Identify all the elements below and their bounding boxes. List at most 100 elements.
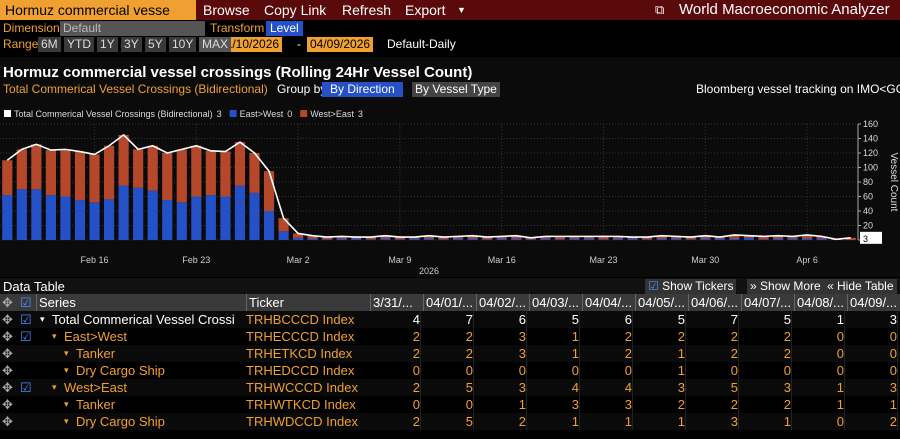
toolbar-button[interactable]: Browse xyxy=(203,2,250,18)
bar xyxy=(482,237,493,240)
column-header[interactable]: Ticker xyxy=(246,294,371,311)
column-header[interactable]: 04/03/... xyxy=(529,294,582,311)
cell-value: 4 xyxy=(529,379,580,396)
bar xyxy=(787,238,798,240)
column-header[interactable]: 04/02/... xyxy=(476,294,529,311)
column-header[interactable]: 04/07/... xyxy=(741,294,794,311)
bar xyxy=(583,236,595,239)
column-header[interactable]: 3/31/... xyxy=(370,294,423,311)
expand-arrow[interactable]: ▾ xyxy=(52,382,57,392)
line xyxy=(6,133,851,241)
cell-value: 1 xyxy=(529,345,580,362)
range-button[interactable]: 5Y xyxy=(145,37,166,52)
table-button[interactable]: » Show More xyxy=(747,279,824,294)
group-button[interactable]: By Direction xyxy=(322,82,403,97)
bar xyxy=(845,237,856,240)
range-button[interactable]: 1Y xyxy=(97,37,118,52)
start-date[interactable]: 01/10/2026 xyxy=(216,37,283,52)
column-header[interactable]: 04/09/... xyxy=(847,294,900,311)
bar xyxy=(176,202,187,240)
cell-value: 7 xyxy=(423,311,474,328)
column-header[interactable]: 04/05/... xyxy=(635,294,688,311)
table-button[interactable]: « Hide Table xyxy=(824,279,897,294)
bar xyxy=(409,238,420,240)
label: Transform xyxy=(210,21,265,35)
x-tick-label: Mar 30 xyxy=(691,255,719,265)
end-date[interactable]: 04/09/2026 xyxy=(307,37,374,52)
bar xyxy=(322,237,333,240)
bar xyxy=(74,151,86,201)
bar xyxy=(234,142,246,186)
column-header[interactable]: 04/04/... xyxy=(582,294,635,311)
y-tick-label: 160 xyxy=(863,119,878,129)
bar xyxy=(147,145,158,191)
cell-value: 1 xyxy=(582,413,633,430)
legend-label: East>West xyxy=(240,109,284,119)
bar xyxy=(482,239,493,240)
table-row: ✥ ☑ ▾ Total Commerical Vessel Crossi TRHBCCC… xyxy=(0,311,900,328)
bar xyxy=(380,235,391,239)
cell-value: 5 xyxy=(635,311,686,328)
x-axis-label: 2026 xyxy=(419,266,439,276)
table-button[interactable]: ☑ Show Tickers xyxy=(645,279,737,294)
bar xyxy=(133,149,144,188)
bar xyxy=(205,195,216,240)
bar xyxy=(2,195,13,240)
group-button[interactable]: By Vessel Type xyxy=(412,82,500,97)
legend-swatch xyxy=(300,110,308,117)
checkbox[interactable]: ☑ xyxy=(20,329,32,344)
range-button[interactable]: 3Y xyxy=(121,37,142,52)
table-row: ✥ ▾ Dry Cargo Ship TRHWDCCD Index 2 5 2 1 1 1 3 1 0 2 xyxy=(0,413,900,430)
bar xyxy=(540,236,551,239)
cell-value: 3 xyxy=(688,413,739,430)
range-button[interactable]: 10Y xyxy=(169,37,197,52)
expand-arrow[interactable]: ▾ xyxy=(52,331,57,341)
cell-value: 3 xyxy=(476,345,527,362)
bar xyxy=(118,134,129,186)
expand-arrow: ▾ xyxy=(64,348,69,358)
bar xyxy=(642,239,653,240)
bar xyxy=(380,238,391,240)
bar xyxy=(234,185,246,240)
select[interactable]: Default xyxy=(60,21,205,36)
cell-value: 0 xyxy=(476,362,527,379)
column-header[interactable]: 04/06/... xyxy=(688,294,741,311)
cell-value: 2 xyxy=(370,379,421,396)
bar xyxy=(263,171,275,211)
cell-value: 2 xyxy=(688,396,739,413)
bar xyxy=(685,239,696,240)
bar xyxy=(147,190,158,240)
legend-label: Total Commerical Vessel Crossings (Bidir… xyxy=(14,109,213,119)
expand-arrow[interactable]: ▾ xyxy=(40,314,45,324)
y-tick-label: 80 xyxy=(863,177,873,187)
column-header[interactable]: 04/01/... xyxy=(423,294,476,311)
cell-value: 1 xyxy=(635,345,686,362)
launch-icon[interactable]: ⧉ xyxy=(655,2,665,17)
bar xyxy=(511,238,522,240)
column-header[interactable]: Series xyxy=(36,294,244,311)
cell-value: 2 xyxy=(423,345,474,362)
table-row: ✥ ▾ Tanker TRHETKCD Index 2 2 3 1 2 1 2 2 0 0 xyxy=(0,345,900,362)
range-button[interactable]: MAX xyxy=(199,37,232,52)
ticker: TRHEDCCD Index xyxy=(246,363,355,378)
icon: ✥ xyxy=(2,414,13,429)
label: Hide Table xyxy=(837,279,894,293)
checkbox[interactable]: ☑ xyxy=(20,312,32,327)
bar xyxy=(729,234,740,239)
range-button[interactable]: YTD xyxy=(64,37,94,52)
panel-subtitle: Total Commerical Vessel Crossings (Bidir… xyxy=(3,82,268,96)
range-button[interactable]: 6M xyxy=(38,37,61,52)
toolbar-button[interactable]: Export xyxy=(405,2,446,18)
toolbar-button[interactable]: Copy Link xyxy=(264,2,327,18)
bar xyxy=(394,237,406,240)
doc-title[interactable]: Hormuz commercial vesse xyxy=(0,0,196,20)
cell-value: 3 xyxy=(529,396,580,413)
cell-value: 3 xyxy=(847,311,898,328)
column-header[interactable]: 04/08/... xyxy=(794,294,847,311)
toolbar-button[interactable]: Refresh xyxy=(342,2,392,18)
select[interactable]: Level xyxy=(266,21,303,36)
bar xyxy=(162,153,173,201)
cell-value: 1 xyxy=(794,311,845,328)
bar xyxy=(118,185,129,240)
checkbox[interactable]: ☑ xyxy=(20,380,32,395)
